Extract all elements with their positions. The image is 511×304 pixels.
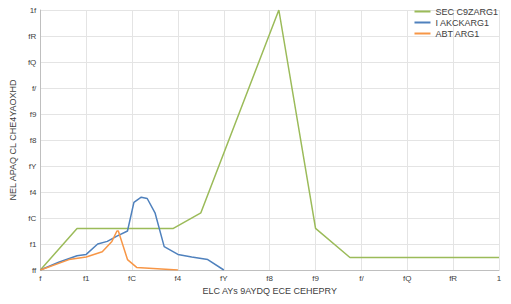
svg-text:ELC AYs 9AYDQ ECE CEHEPRY: ELC AYs 9AYDQ ECE CEHEPRY xyxy=(202,286,337,296)
svg-text:f4: f4 xyxy=(30,188,37,197)
svg-text:f9: f9 xyxy=(312,274,319,283)
svg-text:f4: f4 xyxy=(175,274,182,283)
svg-text:f8: f8 xyxy=(266,274,273,283)
svg-text:ABT ARG1: ABT ARG1 xyxy=(435,29,479,39)
svg-text:fR: fR xyxy=(449,274,457,283)
svg-text:f: f xyxy=(39,274,42,283)
svg-text:fR: fR xyxy=(28,32,36,41)
svg-text:1: 1 xyxy=(497,274,502,283)
svg-text:f/: f/ xyxy=(32,84,37,93)
svg-text:1f: 1f xyxy=(30,6,37,15)
svg-text:f9: f9 xyxy=(30,110,37,119)
svg-text:fY: fY xyxy=(220,274,228,283)
svg-text:ff: ff xyxy=(32,266,37,275)
svg-text:f1: f1 xyxy=(30,240,37,249)
svg-text:fC: fC xyxy=(28,214,36,223)
svg-text:fY: fY xyxy=(29,162,37,171)
svg-text:fC: fC xyxy=(128,274,136,283)
svg-text:I AKCKARG1: I AKCKARG1 xyxy=(435,18,489,28)
svg-text:f1: f1 xyxy=(83,274,90,283)
svg-text:fQ: fQ xyxy=(28,58,36,67)
svg-text:SEC C9ZARG1: SEC C9ZARG1 xyxy=(435,7,498,17)
svg-text:NEL APAQ CL CHE4YAOXHD: NEL APAQ CL CHE4YAOXHD xyxy=(8,79,18,201)
svg-text:fQ: fQ xyxy=(403,274,411,283)
svg-text:f/: f/ xyxy=(359,274,364,283)
svg-text:f8: f8 xyxy=(30,136,37,145)
